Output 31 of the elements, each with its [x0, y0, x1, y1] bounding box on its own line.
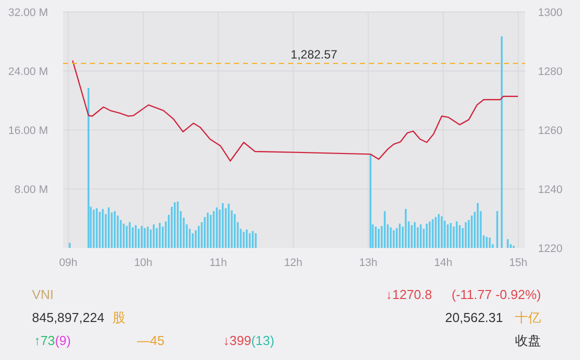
text: 收盘 — [515, 333, 541, 348]
x-tick-label: 11h — [209, 257, 228, 269]
text: (13) — [251, 333, 274, 348]
x-tick-label: 13h — [359, 257, 378, 269]
y2-tick-label: 1300 — [538, 7, 562, 19]
x-tick-label: 15h — [509, 257, 528, 269]
y2-tick-label: 1280 — [538, 66, 562, 78]
y-tick-label: 8.00 M — [14, 184, 48, 196]
text: ↓1270.8 — [386, 287, 432, 302]
x-tick-label: 09h — [59, 257, 78, 269]
x-tick-label: 12h — [284, 257, 302, 269]
text: 845,897,224 — [32, 310, 104, 325]
y-tick-label: 16.00 M — [8, 125, 48, 137]
text: 20,562.31 — [445, 310, 503, 325]
y-tick-label: 24.00 M — [8, 66, 48, 78]
text: (-11.77 -0.92%) — [452, 287, 541, 302]
text: VNI — [32, 287, 54, 302]
text: 十亿 — [515, 310, 541, 325]
text: ↑73 — [34, 333, 55, 348]
text: ↓399 — [223, 333, 252, 348]
text: 股 — [112, 310, 126, 325]
x-tick-label: 14h — [434, 257, 452, 269]
x-tick-label: 10h — [134, 257, 152, 269]
y-tick-label: 32.00 M — [8, 7, 48, 19]
y2-tick-label: 1240 — [538, 184, 562, 196]
ref-line-label: 1,282.57 — [290, 47, 338, 62]
text: (9) — [54, 333, 71, 348]
y2-tick-label: 1220 — [538, 243, 562, 255]
y2-tick-label: 1260 — [538, 125, 562, 137]
text: —45 — [137, 333, 164, 348]
line-series — [72, 60, 518, 162]
